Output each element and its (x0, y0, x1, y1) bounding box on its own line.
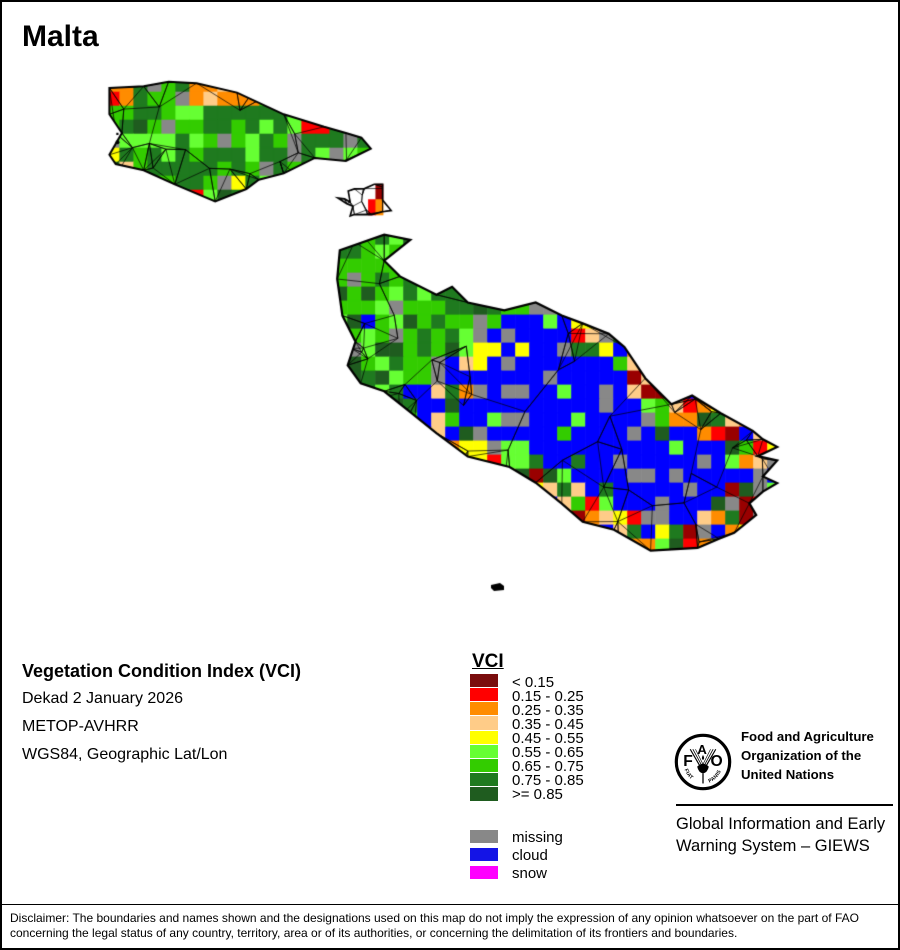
svg-text:F: F (683, 753, 693, 770)
svg-text:A: A (697, 742, 707, 757)
